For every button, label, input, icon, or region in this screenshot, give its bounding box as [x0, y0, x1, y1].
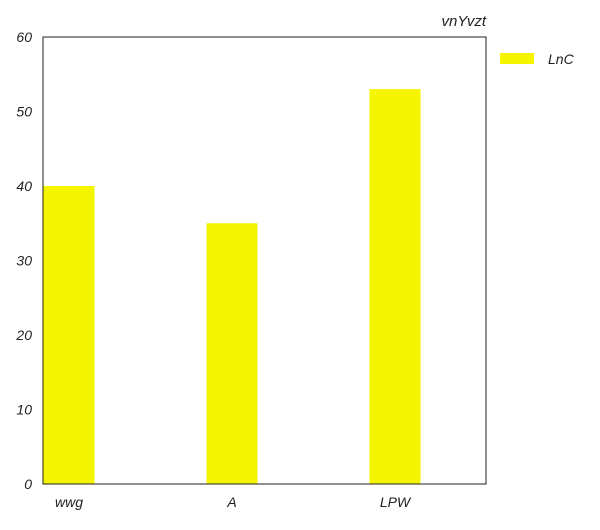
y-tick-label: 10 — [16, 402, 32, 418]
x-tick-label: wwg — [55, 494, 83, 510]
y-axis-ticks: 0 10 20 30 40 50 60 — [15, 29, 32, 492]
x-tick-label: LPW — [380, 494, 412, 510]
chart-title: vnYvzt — [442, 13, 487, 30]
x-axis-ticks: wwg A LPW — [55, 494, 412, 510]
legend: LnC — [500, 51, 575, 67]
y-tick-label: 60 — [16, 29, 32, 45]
bar-a — [207, 223, 258, 484]
legend-swatch — [500, 53, 534, 64]
x-tick-label: A — [226, 494, 236, 510]
legend-label: LnC — [548, 51, 575, 67]
y-tick-label: 50 — [16, 104, 32, 120]
y-tick-label: 0 — [24, 476, 32, 492]
bar-lpw — [370, 89, 421, 484]
y-tick-label: 30 — [16, 253, 32, 269]
bars-layer — [44, 89, 421, 484]
bar-wwg — [44, 186, 95, 484]
y-tick-label: 20 — [15, 327, 32, 343]
y-tick-label: 40 — [16, 178, 32, 194]
